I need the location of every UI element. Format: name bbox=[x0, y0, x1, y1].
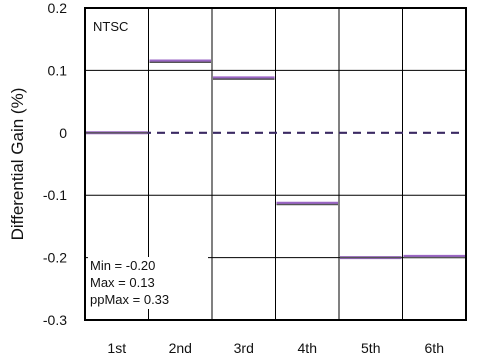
x-tick-labels: 1st 2nd 3rd 4th 5th 6th bbox=[107, 340, 444, 356]
stats-background bbox=[88, 257, 208, 309]
y-tick-labels: 0.2 0.1 0 -0.1 -0.2 -0.3 bbox=[43, 0, 67, 328]
y-tick-3: -0.1 bbox=[43, 187, 67, 203]
y-tick-5: -0.3 bbox=[43, 312, 67, 328]
y-tick-4: -0.2 bbox=[43, 250, 67, 266]
ntsc-label-box: NTSC bbox=[87, 10, 145, 44]
x-tick-1st: 1st bbox=[107, 340, 126, 356]
stats-box: Min = -0.20 Max = 0.13 ppMax = 0.33 bbox=[88, 257, 208, 309]
stats-min: Min = -0.20 bbox=[90, 258, 155, 273]
y-tick-1: 0.1 bbox=[48, 62, 68, 78]
stats-max: Max = 0.13 bbox=[90, 275, 155, 290]
y-tick-0: 0.2 bbox=[48, 0, 68, 16]
plot-frame bbox=[84, 7, 467, 321]
ntsc-label: NTSC bbox=[93, 19, 128, 34]
y-tick-2: 0 bbox=[59, 125, 67, 141]
x-tick-3rd: 3rd bbox=[234, 340, 254, 356]
y-axis-title: Differential Gain (%) bbox=[8, 88, 27, 241]
stats-ppmax: ppMax = 0.33 bbox=[90, 292, 169, 307]
series-marks bbox=[86, 59, 465, 260]
x-tick-5th: 5th bbox=[361, 340, 380, 356]
ntsc-label-background bbox=[87, 10, 145, 44]
x-tick-2nd: 2nd bbox=[169, 340, 192, 356]
x-tick-4th: 4th bbox=[298, 340, 317, 356]
x-tick-6th: 6th bbox=[425, 340, 444, 356]
